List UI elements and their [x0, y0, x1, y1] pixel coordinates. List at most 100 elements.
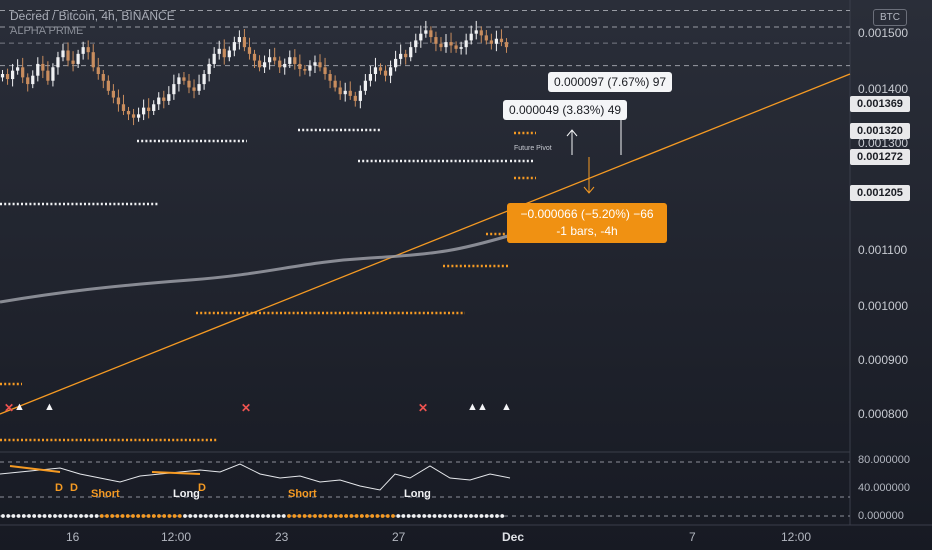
candle-body	[237, 37, 241, 43]
candle-body	[368, 74, 373, 81]
candle-body	[147, 107, 151, 111]
candle-body	[121, 104, 126, 111]
candle-body	[429, 30, 433, 38]
candle-body	[66, 50, 70, 61]
candle-body	[484, 35, 488, 41]
signal-dot	[287, 514, 291, 518]
signal-dot	[203, 514, 208, 518]
candle-body	[388, 67, 393, 76]
signal-dot	[94, 514, 99, 518]
signal-dot	[198, 514, 203, 518]
oscillator-axis-label: 80.000000	[858, 454, 910, 466]
signal-dot	[32, 514, 37, 518]
oscillator-axis-label: 0.000000	[858, 510, 904, 522]
candle-body	[182, 77, 186, 81]
candle-body	[91, 52, 95, 68]
signal-dot	[432, 514, 437, 518]
price-tag[interactable]: 0.001272	[850, 149, 910, 165]
price-axis-label: 0.001500	[858, 26, 909, 40]
candle-body	[489, 40, 493, 44]
signal-dot	[1, 514, 5, 518]
signal-dot	[474, 514, 479, 518]
candle-body	[499, 38, 504, 43]
signal-dot	[406, 514, 411, 518]
long-signal-label: Long	[173, 488, 200, 500]
candle-body	[283, 63, 287, 68]
signal-dot	[131, 514, 135, 518]
candle-body	[101, 74, 105, 81]
signal-dot	[188, 514, 193, 518]
signal-dot	[276, 514, 281, 518]
triangle-up-icon: ▲	[467, 401, 478, 413]
candle-body	[278, 60, 282, 68]
candle-body	[81, 47, 85, 54]
candle-body	[56, 57, 60, 68]
candle-body	[373, 67, 378, 75]
measure-tooltip-lower[interactable]: −0.000066 (−5.20%) −66 -1 bars, -4h	[507, 203, 667, 243]
signal-dot	[380, 514, 385, 518]
candle-body	[257, 60, 262, 68]
currency-badge[interactable]: BTC	[873, 9, 907, 26]
candle-body	[378, 67, 383, 71]
candle-body	[162, 97, 166, 101]
signal-dot	[99, 514, 104, 518]
candle-body	[454, 45, 458, 49]
signal-dot	[349, 514, 354, 518]
candle-body	[348, 90, 352, 96]
price-tag[interactable]: 0.001369	[850, 96, 910, 112]
price-axis-label: 0.000800	[858, 407, 909, 421]
signal-dot	[328, 514, 333, 518]
x-mark-icon: ✕	[4, 401, 15, 415]
measure-tooltip-lower-bars: -1 bars, -4h	[556, 224, 618, 238]
candle-body	[152, 104, 156, 111]
signal-dot	[271, 514, 276, 518]
candle-body	[474, 30, 478, 34]
candle-body	[172, 84, 176, 95]
candle-body	[252, 53, 257, 61]
signal-dot	[422, 514, 427, 518]
candle-body	[167, 94, 171, 101]
signal-dot	[292, 514, 297, 518]
candle-body	[116, 97, 121, 105]
candle-body	[444, 42, 448, 48]
signal-dot	[209, 514, 213, 518]
short-signal-label: Short	[288, 488, 317, 500]
candle-body	[76, 53, 80, 64]
signal-dot	[417, 514, 421, 518]
oscillator-axis-label: 40.000000	[858, 482, 910, 494]
candle-body	[202, 74, 206, 85]
candle-body	[449, 42, 453, 46]
time-axis-label: 27	[392, 530, 406, 544]
candle-body	[197, 84, 201, 91]
candle-body	[293, 57, 297, 64]
price-axis-label: 0.000900	[858, 353, 909, 367]
price-tag[interactable]: 0.001320	[850, 123, 910, 139]
candle-body	[494, 38, 499, 44]
signal-dot	[235, 514, 239, 518]
signal-dot	[437, 514, 442, 518]
signal-dot	[500, 514, 505, 518]
signal-dot	[385, 514, 390, 518]
candle-body	[323, 67, 327, 75]
candle-body	[212, 53, 216, 64]
signal-dot	[73, 514, 78, 518]
signal-dot	[359, 514, 364, 518]
signal-dot	[448, 514, 453, 518]
signal-dot	[458, 514, 463, 518]
time-axis-label: 12:00	[161, 530, 192, 544]
candle-body	[106, 80, 110, 91]
signal-dot	[141, 514, 146, 518]
signal-dot	[484, 514, 489, 518]
signal-dot	[240, 514, 245, 518]
measure-tooltip-middle[interactable]: 0.000049 (3.83%) 49	[503, 100, 628, 120]
price-tag[interactable]: 0.001205	[850, 185, 910, 201]
signal-dot	[68, 514, 73, 518]
measure-tooltip-upper[interactable]: 0.000097 (7.67%) 97	[548, 72, 673, 92]
signal-dot	[495, 514, 499, 518]
signal-dot	[489, 514, 494, 518]
signal-dot	[318, 514, 323, 518]
candle-body	[424, 30, 428, 34]
signal-dot	[16, 514, 21, 518]
candle-body	[464, 40, 468, 48]
